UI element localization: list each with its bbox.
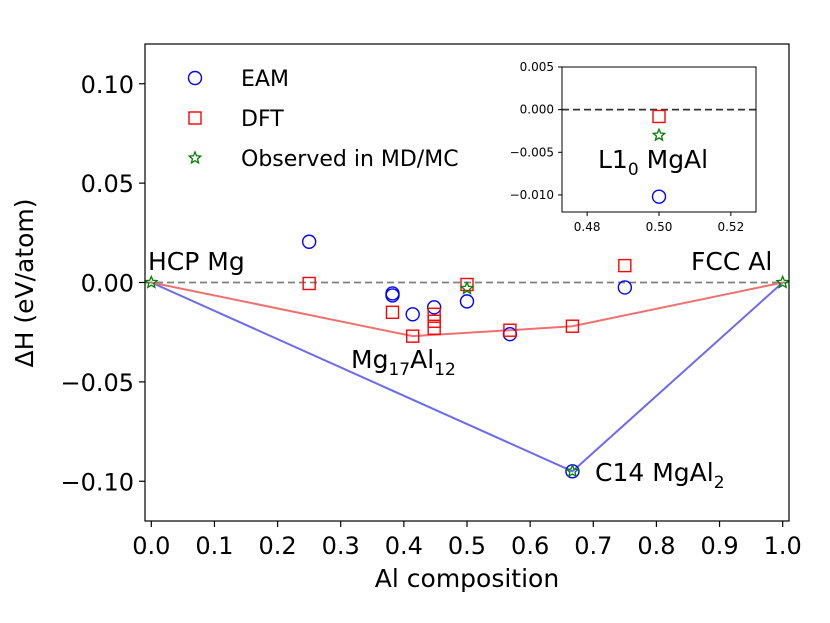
mg17al12-mg: Mg	[351, 345, 388, 374]
y-tick-label-3: 0.05	[81, 170, 134, 198]
mg17al12-sub-17: 17	[388, 360, 410, 380]
eam-point-0	[301, 234, 317, 249]
dft-point-9	[618, 258, 632, 273]
c14-sub-2: 2	[714, 473, 725, 493]
eam-point-2	[385, 288, 400, 303]
inset-x-tick-label-2: 0.52	[717, 220, 744, 234]
inset-label-l10-mgal: L10 MgAl	[598, 145, 708, 180]
legend-marker-obs	[187, 150, 203, 165]
y-tick-label-2: 0.00	[81, 270, 134, 298]
dft-point-3	[427, 307, 441, 321]
legend-label-eam: EAM	[241, 67, 289, 92]
observed-point-3	[775, 274, 791, 289]
inset-chart: 0.48 0.50 0.52 0.005 0.000 −0.005 −0.010 L10 M…	[510, 60, 757, 234]
x-tick-label-5: 0.5	[448, 532, 486, 560]
inset-markers	[651, 109, 667, 204]
annotation-hcp-mg: HCP Mg	[148, 247, 245, 276]
inset-x-tick-label-0: 0.48	[574, 220, 601, 234]
x-tick-label-6: 0.6	[511, 532, 549, 560]
x-tick-label-3: 0.3	[322, 532, 360, 560]
inset-label-sub-0: 0	[628, 160, 639, 180]
inset-y-tick-label-0: 0.005	[520, 60, 554, 74]
legend-label-dft: DFT	[241, 107, 284, 132]
inset-x-tick-label-1: 0.50	[646, 220, 673, 234]
dft-point-4	[427, 314, 441, 328]
dft-point-7	[503, 323, 517, 337]
x-tick-label-2: 0.2	[259, 532, 297, 560]
inset-eam-point-2	[651, 189, 667, 204]
main-markers	[143, 234, 791, 479]
eam-point-4	[426, 300, 442, 315]
x-tick-label-0: 0.0	[132, 532, 170, 560]
eam-point-5	[459, 294, 475, 309]
observed-point-2	[565, 463, 580, 478]
y-tick-label-1: −0.05	[60, 369, 134, 397]
dft-point-8	[565, 319, 580, 333]
x-tick-label-8: 0.8	[637, 532, 675, 560]
eam-convex-hull-line	[150, 281, 784, 473]
observed-point-1	[459, 280, 475, 295]
eam-point-8	[617, 280, 633, 295]
inset-y-tick-label-1: 0.000	[520, 103, 554, 117]
dft-point-5	[427, 321, 441, 335]
y-tick-label-4: 0.10	[81, 71, 134, 99]
inset-dft-point-0	[652, 109, 666, 124]
inset-y-tick-label-3: −0.010	[510, 188, 554, 202]
x-axis-label: Al composition	[375, 564, 559, 593]
dft-point-2	[406, 329, 420, 343]
inset-label-mgal: MgAl	[639, 145, 708, 174]
legend-label-obs: Observed in MD/MC	[241, 147, 459, 172]
y-tick-label-0: −0.10	[60, 468, 134, 496]
inset-y-tick-label-2: −0.005	[510, 145, 554, 159]
inset-area	[562, 67, 756, 212]
legend-marker-dft	[188, 111, 202, 125]
inset-observed-point-1	[651, 127, 667, 142]
dft-convex-hull-line	[151, 281, 783, 338]
y-axis-label: ΔH (eV/atom)	[10, 198, 39, 367]
annotation-fcc-al: FCC Al	[691, 247, 772, 276]
observed-point-0	[143, 274, 159, 289]
annotation-c14-mgal2: C14 MgAl2	[595, 458, 725, 493]
dft-point-1	[385, 305, 400, 320]
annotation-mg17al12: Mg17Al12	[351, 345, 456, 380]
x-tick-label-1: 0.1	[195, 532, 233, 560]
x-tick-label-9: 0.9	[700, 532, 738, 560]
x-tick-label-10: 1.0	[764, 532, 802, 560]
mg17al12-sub-12: 12	[434, 360, 456, 380]
inset-label-l1: L1	[598, 145, 628, 174]
dft-point-0	[302, 276, 316, 291]
c14-mgal: C14 MgAl	[595, 458, 714, 487]
legend-marker-eam	[187, 70, 203, 86]
x-tick-label-4: 0.4	[385, 532, 423, 560]
x-tick-label-7: 0.7	[574, 532, 612, 560]
mg17al12-al: Al	[410, 345, 434, 374]
eam-point-3	[405, 307, 420, 322]
inset-ticks: 0.48 0.50 0.52 0.005 0.000 −0.005 −0.010	[510, 60, 745, 234]
axis-ticks: 0.0 0.1 0.2 0.3 0.4 0.5 0.6 0.7 0.8 0.9 1.0 −0.10 −0…	[60, 71, 801, 560]
legend: EAM DFT Observed in MD/MC	[187, 67, 459, 172]
